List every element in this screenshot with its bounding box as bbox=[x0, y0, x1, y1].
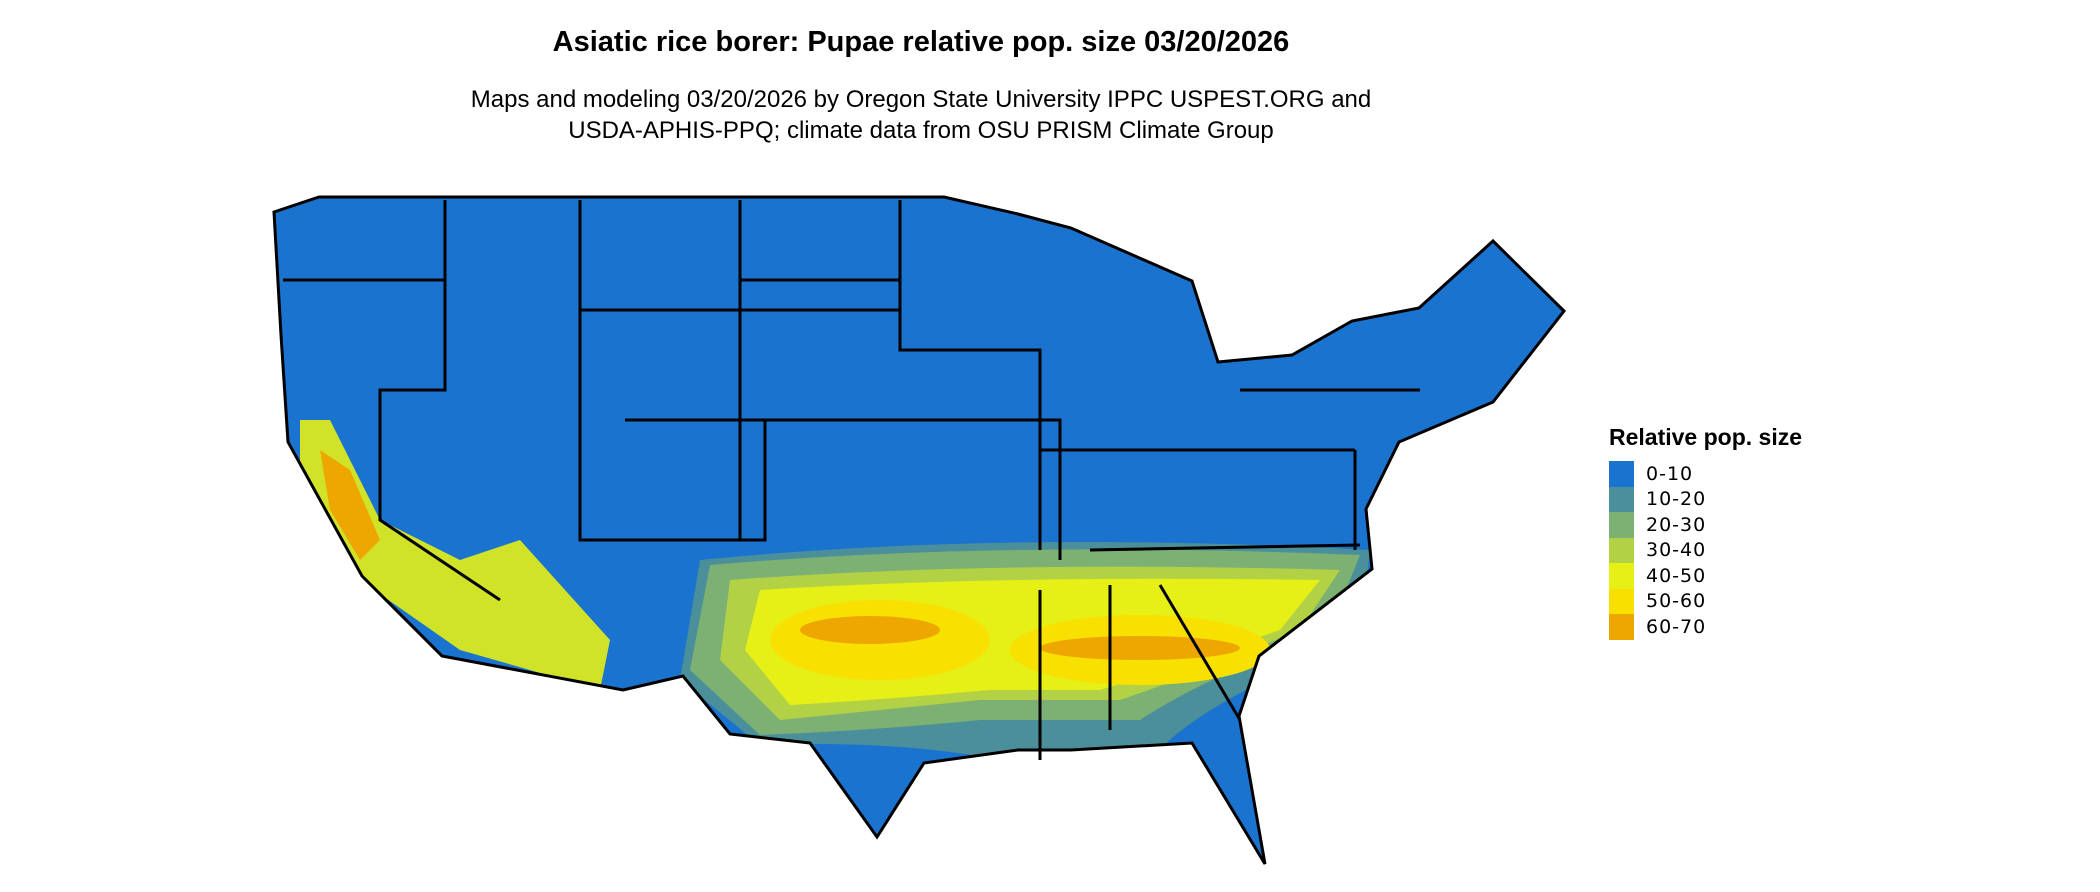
legend-item: 40-50 bbox=[1609, 563, 1802, 589]
legend-item: 10-20 bbox=[1609, 486, 1802, 512]
legend-label: 60-70 bbox=[1646, 615, 1707, 638]
map-subtitle-line-1: Maps and modeling 03/20/2026 by Oregon S… bbox=[470, 86, 1372, 113]
legend-label: 40-50 bbox=[1646, 564, 1707, 587]
legend-swatch bbox=[1609, 563, 1634, 589]
legend-label: 30-40 bbox=[1646, 539, 1707, 562]
legend-swatch bbox=[1609, 588, 1634, 614]
legend-item: 50-60 bbox=[1609, 588, 1802, 614]
legend-title: Relative pop. size bbox=[1609, 424, 1803, 450]
legend-item: 20-30 bbox=[1609, 512, 1802, 538]
legend-swatch bbox=[1609, 614, 1634, 640]
legend-label: 50-60 bbox=[1646, 590, 1707, 613]
legend-item: 0-10 bbox=[1609, 461, 1802, 487]
state-borders bbox=[283, 200, 1420, 760]
legend-label: 10-20 bbox=[1646, 488, 1707, 511]
legend-swatch bbox=[1609, 486, 1634, 512]
region-0-10 bbox=[274, 197, 1564, 864]
legend-swatch bbox=[1609, 512, 1634, 538]
legend: Relative pop. size 0-10 10-20 20-30 30-40 40… bbox=[1609, 424, 1802, 640]
legend-label: 0-10 bbox=[1646, 462, 1694, 485]
legend-item: 30-40 bbox=[1609, 537, 1802, 563]
map-subtitle-line-2: USDA-APHIS-PPQ; climate data from OSU PR… bbox=[568, 117, 1274, 144]
legend-swatch bbox=[1609, 461, 1634, 487]
legend-label: 20-30 bbox=[1646, 513, 1707, 536]
legend-item: 60-70 bbox=[1609, 614, 1802, 640]
legend-swatch bbox=[1609, 537, 1634, 563]
map-title: Asiatic rice borer: Pupae relative pop. … bbox=[552, 26, 1290, 58]
